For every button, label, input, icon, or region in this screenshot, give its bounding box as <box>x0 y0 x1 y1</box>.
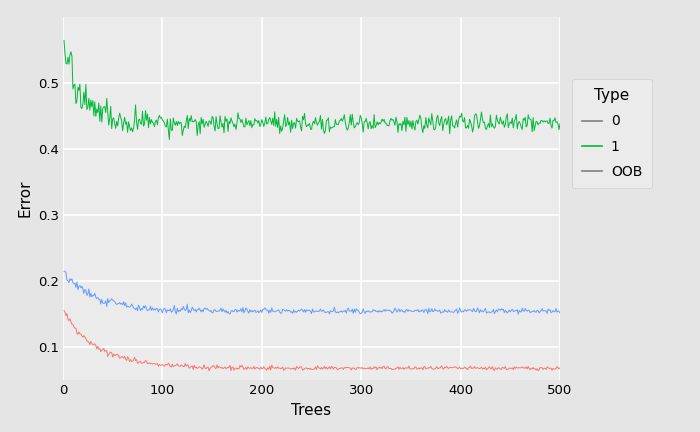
X-axis label: Trees: Trees <box>291 403 332 418</box>
Legend: 0, 1, OOB: 0, 1, OOB <box>572 79 652 188</box>
Y-axis label: Error: Error <box>18 180 32 217</box>
